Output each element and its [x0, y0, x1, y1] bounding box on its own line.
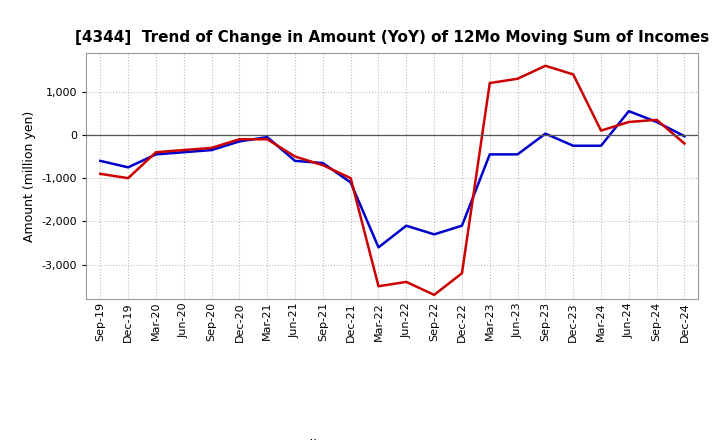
Ordinary Income: [458, 223, 467, 228]
Net Income: [179, 147, 188, 153]
Ordinary Income: [291, 158, 300, 164]
Net Income: [569, 72, 577, 77]
Line: Ordinary Income: Ordinary Income: [100, 111, 685, 247]
Net Income: [597, 128, 606, 133]
Ordinary Income: [430, 232, 438, 237]
Net Income: [680, 141, 689, 146]
Net Income: [513, 76, 522, 81]
Net Income: [96, 171, 104, 176]
Ordinary Income: [263, 135, 271, 140]
Ordinary Income: [346, 180, 355, 185]
Line: Net Income: Net Income: [100, 66, 685, 295]
Net Income: [430, 292, 438, 297]
Net Income: [458, 271, 467, 276]
Ordinary Income: [680, 134, 689, 139]
Ordinary Income: [152, 152, 161, 157]
Net Income: [318, 162, 327, 168]
Net Income: [124, 176, 132, 181]
Ordinary Income: [124, 165, 132, 170]
Net Income: [346, 176, 355, 181]
Ordinary Income: [597, 143, 606, 148]
Ordinary Income: [624, 109, 633, 114]
Net Income: [624, 119, 633, 125]
Net Income: [652, 117, 661, 122]
Net Income: [541, 63, 550, 68]
Ordinary Income: [485, 152, 494, 157]
Ordinary Income: [569, 143, 577, 148]
Ordinary Income: [235, 139, 243, 144]
Ordinary Income: [652, 119, 661, 125]
Ordinary Income: [402, 223, 410, 228]
Ordinary Income: [541, 131, 550, 136]
Y-axis label: Amount (million yen): Amount (million yen): [23, 110, 36, 242]
Ordinary Income: [96, 158, 104, 164]
Net Income: [291, 154, 300, 159]
Ordinary Income: [207, 147, 216, 153]
Net Income: [263, 136, 271, 142]
Ordinary Income: [374, 245, 383, 250]
Net Income: [207, 145, 216, 150]
Legend: Ordinary Income, Net Income: Ordinary Income, Net Income: [233, 434, 552, 440]
Ordinary Income: [318, 161, 327, 166]
Net Income: [374, 284, 383, 289]
Net Income: [152, 150, 161, 155]
Ordinary Income: [179, 150, 188, 155]
Net Income: [402, 279, 410, 285]
Title: [4344]  Trend of Change in Amount (YoY) of 12Mo Moving Sum of Incomes: [4344] Trend of Change in Amount (YoY) o…: [76, 29, 709, 45]
Net Income: [485, 81, 494, 86]
Net Income: [235, 136, 243, 142]
Ordinary Income: [513, 152, 522, 157]
